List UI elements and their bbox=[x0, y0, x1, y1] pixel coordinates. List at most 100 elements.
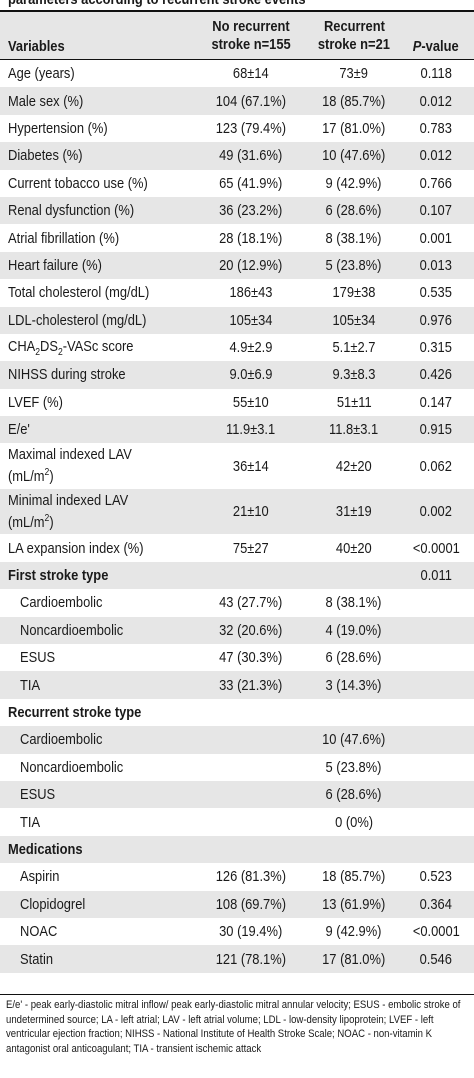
cell-no-recurrent: 104 (67.1%) bbox=[215, 92, 287, 110]
cell-p-value: 0.062 bbox=[419, 457, 453, 475]
header-recurrent: Recurrent stroke n=21 bbox=[317, 18, 391, 53]
cell-recurrent: 40±20 bbox=[336, 539, 372, 557]
table-row: Maximal indexed LAV (mL/m2) 36±14 42±20 0… bbox=[0, 443, 474, 489]
table-row: Male sex (%) 104 (67.1%) 18 (85.7%) 0.01… bbox=[0, 87, 474, 115]
row-label: NOAC bbox=[20, 923, 58, 941]
row-label: ESUS bbox=[20, 649, 56, 667]
table-bottom-rule bbox=[0, 994, 474, 995]
table-row: NIHSS during stroke 9.0±6.9 9.3±8.3 0.42… bbox=[0, 361, 474, 389]
cell-recurrent: 6 (28.6%) bbox=[326, 649, 382, 667]
cell-p-value: 0.915 bbox=[419, 421, 453, 439]
cell-p-value: 0.535 bbox=[419, 284, 453, 302]
header-variables: Variables bbox=[8, 38, 65, 55]
cell-recurrent: 51±11 bbox=[336, 393, 372, 411]
row-label: Maximal indexed LAV (mL/m2) bbox=[8, 446, 132, 486]
cell-no-recurrent: 32 (20.6%) bbox=[219, 621, 283, 639]
table-row: E/e' 11.9±3.1 11.8±3.1 0.915 bbox=[0, 416, 474, 444]
cell-recurrent: 8 (38.1%) bbox=[326, 594, 382, 612]
cell-p-value: 0.147 bbox=[419, 393, 453, 411]
table-row: Age (years) 68±14 73±9 0.118 bbox=[0, 60, 474, 87]
cell-recurrent: 105±34 bbox=[332, 311, 376, 329]
cell-recurrent: 73±9 bbox=[339, 65, 369, 83]
table-row: Noncardioembolic 5 (23.8%) bbox=[0, 754, 474, 781]
cell-recurrent: 4 (19.0%) bbox=[326, 621, 382, 639]
cell-recurrent: 18 (85.7%) bbox=[322, 868, 386, 886]
cell-recurrent: 3 (14.3%) bbox=[326, 676, 382, 694]
cell-recurrent: 17 (81.0%) bbox=[322, 119, 386, 137]
cell-recurrent: 11.8±3.1 bbox=[329, 421, 379, 439]
cell-recurrent: 17 (81.0%) bbox=[322, 950, 386, 968]
row-label: NIHSS during stroke bbox=[8, 366, 126, 384]
cell-no-recurrent: 55±10 bbox=[233, 393, 269, 411]
cell-recurrent: 179±38 bbox=[332, 284, 376, 302]
cell-recurrent: 31±19 bbox=[336, 503, 372, 521]
table-row: Minimal indexed LAV (mL/m2) 21±10 31±19 0… bbox=[0, 488, 474, 535]
table-row: Diabetes (%) 49 (31.6%) 10 (47.6%) 0.012 bbox=[0, 142, 474, 170]
cell-recurrent: 9 (42.9%) bbox=[326, 923, 382, 941]
table-row: TIA 33 (21.3%) 3 (14.3%) bbox=[0, 671, 474, 699]
cell-no-recurrent: 47 (30.3%) bbox=[219, 649, 283, 667]
table-footnote: E/e' - peak early-diastolic mitral inflo… bbox=[6, 999, 461, 1055]
row-label: LA expansion index (%) bbox=[8, 539, 144, 557]
cell-p-value: 0.783 bbox=[419, 119, 453, 137]
cell-p-value: 0.315 bbox=[419, 339, 453, 357]
table-row: LVEF (%) 55±10 51±11 0.147 bbox=[0, 389, 474, 416]
row-label: Total cholesterol (mg/dL) bbox=[8, 284, 150, 302]
table-row: LA expansion index (%) 75±27 40±20 <0.00… bbox=[0, 534, 474, 561]
table-row: Noncardioembolic 32 (20.6%) 4 (19.0%) bbox=[0, 616, 474, 645]
cell-recurrent: 13 (61.9%) bbox=[322, 895, 386, 913]
row-label: Statin bbox=[20, 950, 53, 968]
cell-no-recurrent: 43 (27.7%) bbox=[219, 594, 283, 612]
cell-no-recurrent: 121 (78.1%) bbox=[215, 950, 287, 968]
table-row: Clopidogrel 108 (69.7%) 13 (61.9%) 0.364 bbox=[0, 890, 474, 918]
table-row: ESUS 6 (28.6%) bbox=[0, 780, 474, 809]
cell-p-value: 0.012 bbox=[419, 92, 453, 110]
row-label: Cardioembolic bbox=[20, 594, 103, 612]
cell-no-recurrent: 65 (41.9%) bbox=[219, 174, 283, 192]
cell-no-recurrent: 186±43 bbox=[229, 284, 273, 302]
table-row: Total cholesterol (mg/dL) 186±43 179±38 … bbox=[0, 279, 474, 306]
row-label: LDL-cholesterol (mg/dL) bbox=[8, 311, 147, 329]
cell-recurrent: 9.3±8.3 bbox=[332, 366, 376, 384]
cell-p-value: <0.0001 bbox=[412, 923, 460, 941]
table-row: CHA2DS2-VASc score 4.9±2.9 5.1±2.7 0.315 bbox=[0, 334, 474, 361]
cell-recurrent: 6 (28.6%) bbox=[326, 786, 382, 804]
cell-recurrent: 10 (47.6%) bbox=[322, 731, 386, 749]
cell-recurrent: 5 (23.8%) bbox=[326, 256, 382, 274]
row-label: Male sex (%) bbox=[8, 92, 84, 110]
cell-recurrent: 8 (38.1%) bbox=[326, 229, 382, 247]
cell-p-value: 0.001 bbox=[419, 229, 453, 247]
cell-no-recurrent: 36 (23.2%) bbox=[219, 202, 283, 220]
cell-recurrent: 6 (28.6%) bbox=[326, 202, 382, 220]
cell-p-value: 0.118 bbox=[420, 65, 452, 83]
cell-no-recurrent: 28 (18.1%) bbox=[219, 229, 283, 247]
cell-p-value: 0.364 bbox=[419, 895, 453, 913]
cell-p-value: 0.976 bbox=[419, 311, 453, 329]
cell-no-recurrent: 30 (19.4%) bbox=[219, 923, 283, 941]
cell-p-value: 0.766 bbox=[419, 174, 453, 192]
row-label: Diabetes (%) bbox=[8, 147, 83, 165]
cell-recurrent: 10 (47.6%) bbox=[322, 147, 386, 165]
table-row: TIA 0 (0%) bbox=[0, 808, 474, 835]
section-heading: Medications bbox=[8, 840, 83, 858]
cell-p-value: <0.0001 bbox=[412, 539, 460, 557]
section-heading: First stroke type bbox=[8, 567, 109, 585]
section-heading-row: First stroke type 0.011 bbox=[0, 561, 474, 590]
cell-p-value: 0.426 bbox=[419, 366, 453, 384]
cell-no-recurrent: 36±14 bbox=[233, 457, 269, 475]
table-row: ESUS 47 (30.3%) 6 (28.6%) bbox=[0, 644, 474, 671]
table-row: Hypertension (%) 123 (79.4%) 17 (81.0%) … bbox=[0, 115, 474, 142]
table-row: Cardioembolic 10 (47.6%) bbox=[0, 726, 474, 754]
cell-no-recurrent: 4.9±2.9 bbox=[229, 339, 273, 357]
table-row: Heart failure (%) 20 (12.9%) 5 (23.8%) 0… bbox=[0, 251, 474, 280]
row-label: Current tobacco use (%) bbox=[8, 174, 148, 192]
row-label: Noncardioembolic bbox=[20, 621, 124, 639]
table-row: Aspirin 126 (81.3%) 18 (85.7%) 0.523 bbox=[0, 863, 474, 890]
cell-recurrent: 5 (23.8%) bbox=[326, 758, 382, 776]
cell-recurrent: 9 (42.9%) bbox=[326, 174, 382, 192]
table-row: NOAC 30 (19.4%) 9 (42.9%) <0.0001 bbox=[0, 918, 474, 945]
row-label: Minimal indexed LAV (mL/m2) bbox=[8, 491, 129, 531]
row-label: Age (years) bbox=[8, 65, 75, 83]
row-label: Hypertension (%) bbox=[8, 119, 108, 137]
row-label: LVEF (%) bbox=[8, 393, 63, 411]
